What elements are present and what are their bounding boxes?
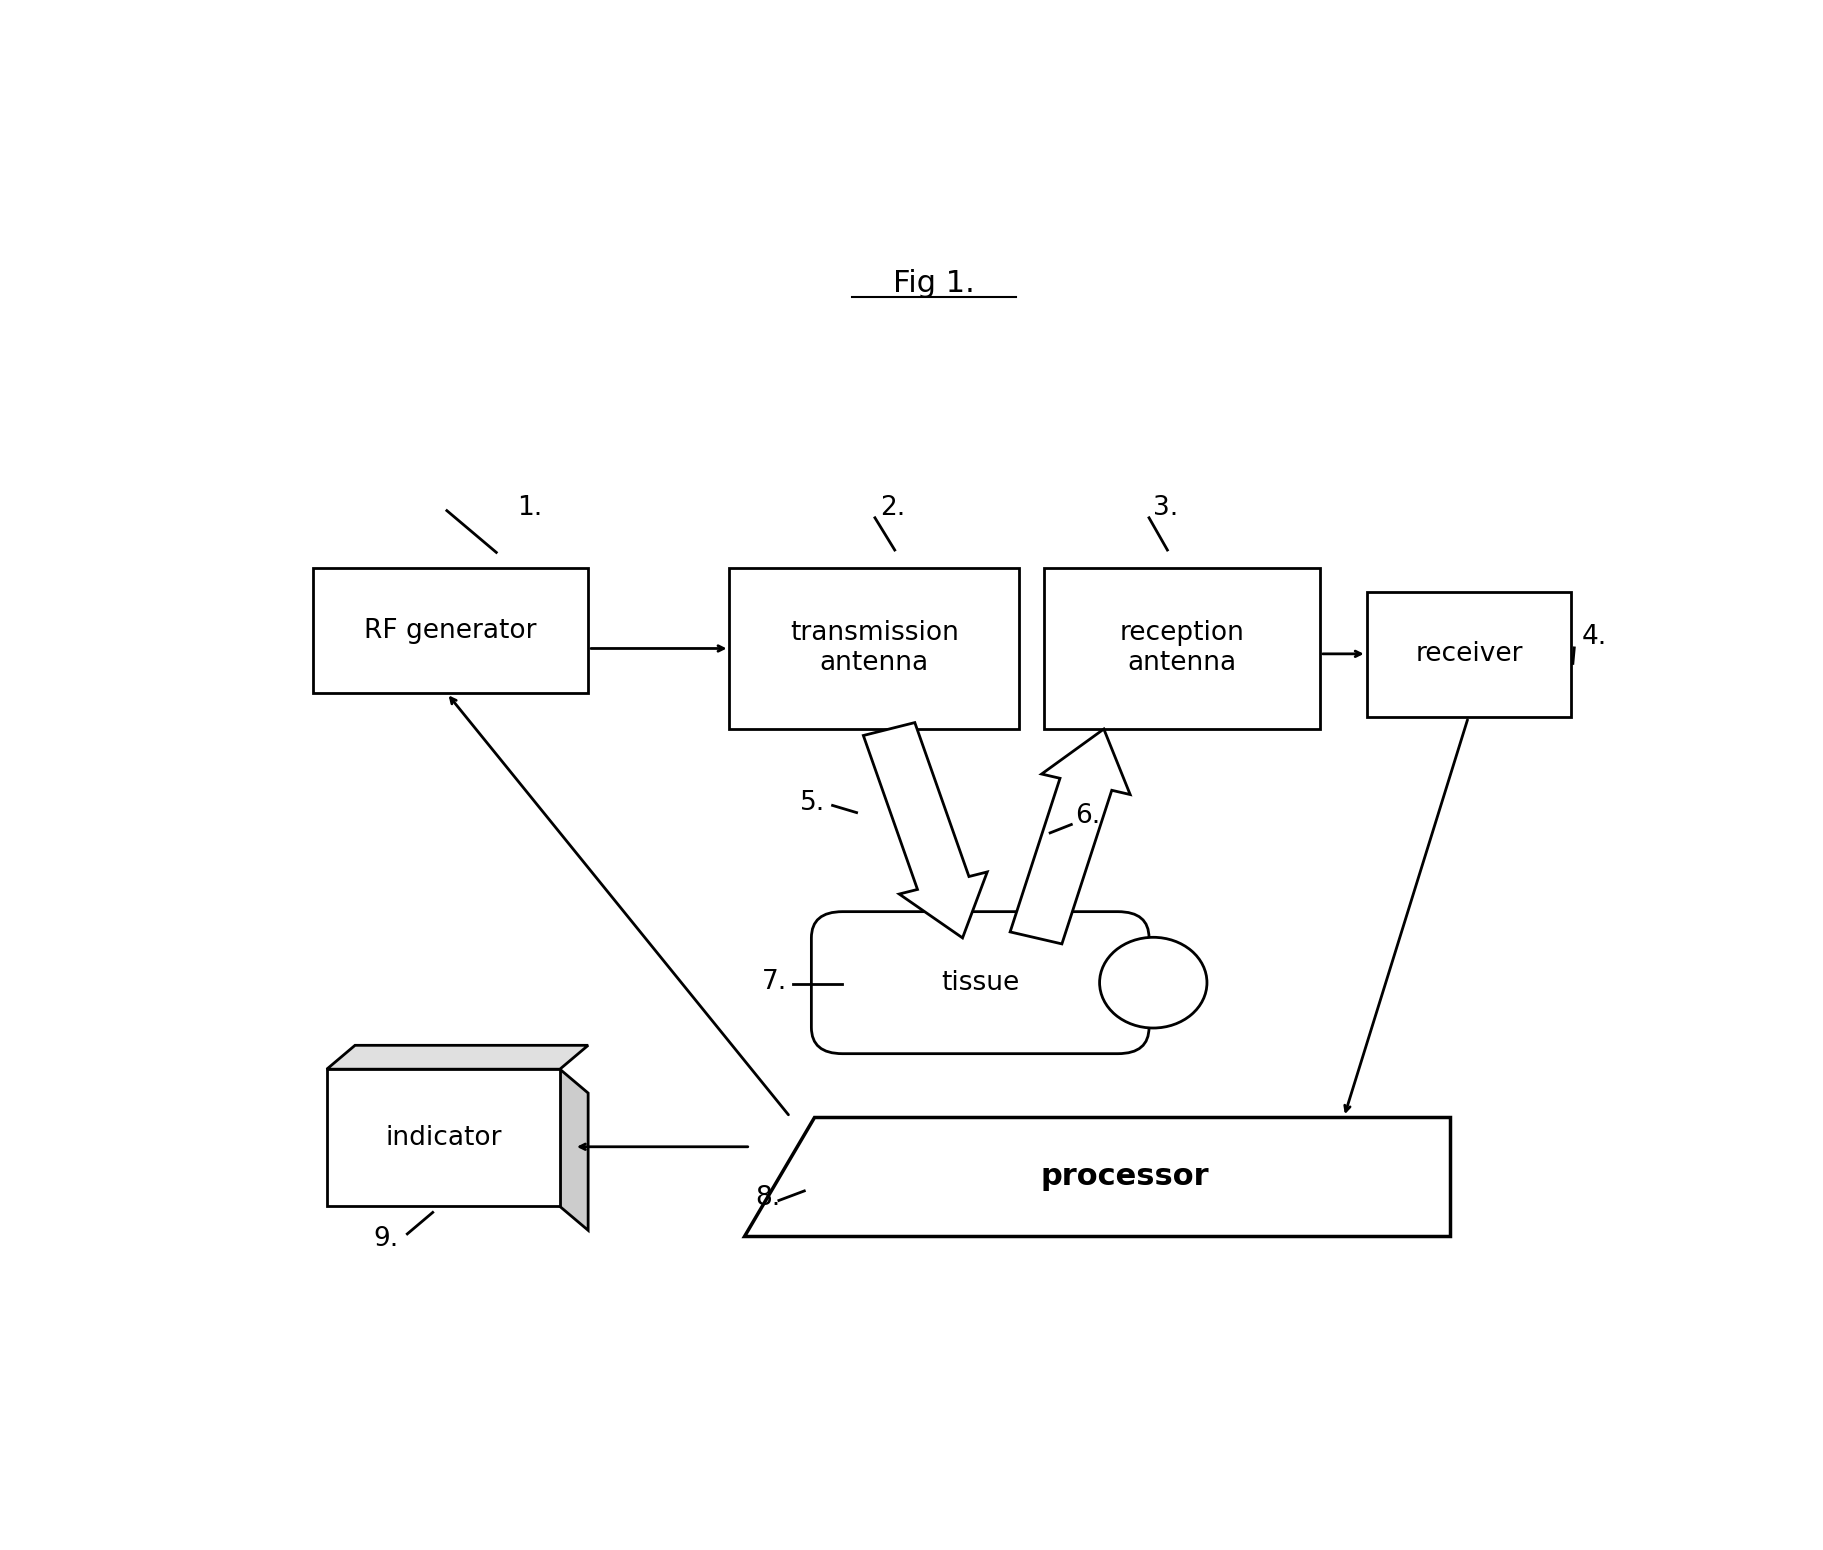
Polygon shape [744, 1118, 1449, 1237]
Circle shape [1099, 938, 1207, 1028]
Polygon shape [1010, 728, 1130, 944]
Text: 7.: 7. [762, 969, 788, 995]
Text: 9.: 9. [374, 1226, 399, 1252]
Text: transmission
antenna: transmission antenna [789, 620, 959, 676]
Text: indicator: indicator [385, 1125, 501, 1150]
Text: receiver: receiver [1415, 642, 1522, 668]
Text: processor: processor [1041, 1162, 1209, 1190]
Text: RF generator: RF generator [365, 617, 536, 643]
Text: 8.: 8. [755, 1186, 780, 1211]
FancyBboxPatch shape [1367, 592, 1571, 718]
Text: 1.: 1. [518, 496, 543, 521]
Text: Fig 1.: Fig 1. [893, 270, 975, 298]
FancyBboxPatch shape [1045, 567, 1320, 728]
FancyBboxPatch shape [314, 567, 589, 693]
Text: 4.: 4. [1581, 625, 1606, 649]
Text: 2.: 2. [881, 496, 906, 521]
Text: reception
antenna: reception antenna [1119, 620, 1245, 676]
FancyBboxPatch shape [729, 567, 1019, 728]
Text: 5.: 5. [800, 790, 826, 815]
Polygon shape [326, 1045, 589, 1070]
Text: tissue: tissue [941, 970, 1019, 995]
FancyBboxPatch shape [326, 1070, 560, 1206]
Text: 3.: 3. [1154, 496, 1178, 521]
Text: 6.: 6. [1076, 803, 1101, 829]
Polygon shape [560, 1070, 589, 1231]
FancyBboxPatch shape [811, 911, 1148, 1054]
Polygon shape [864, 722, 988, 938]
